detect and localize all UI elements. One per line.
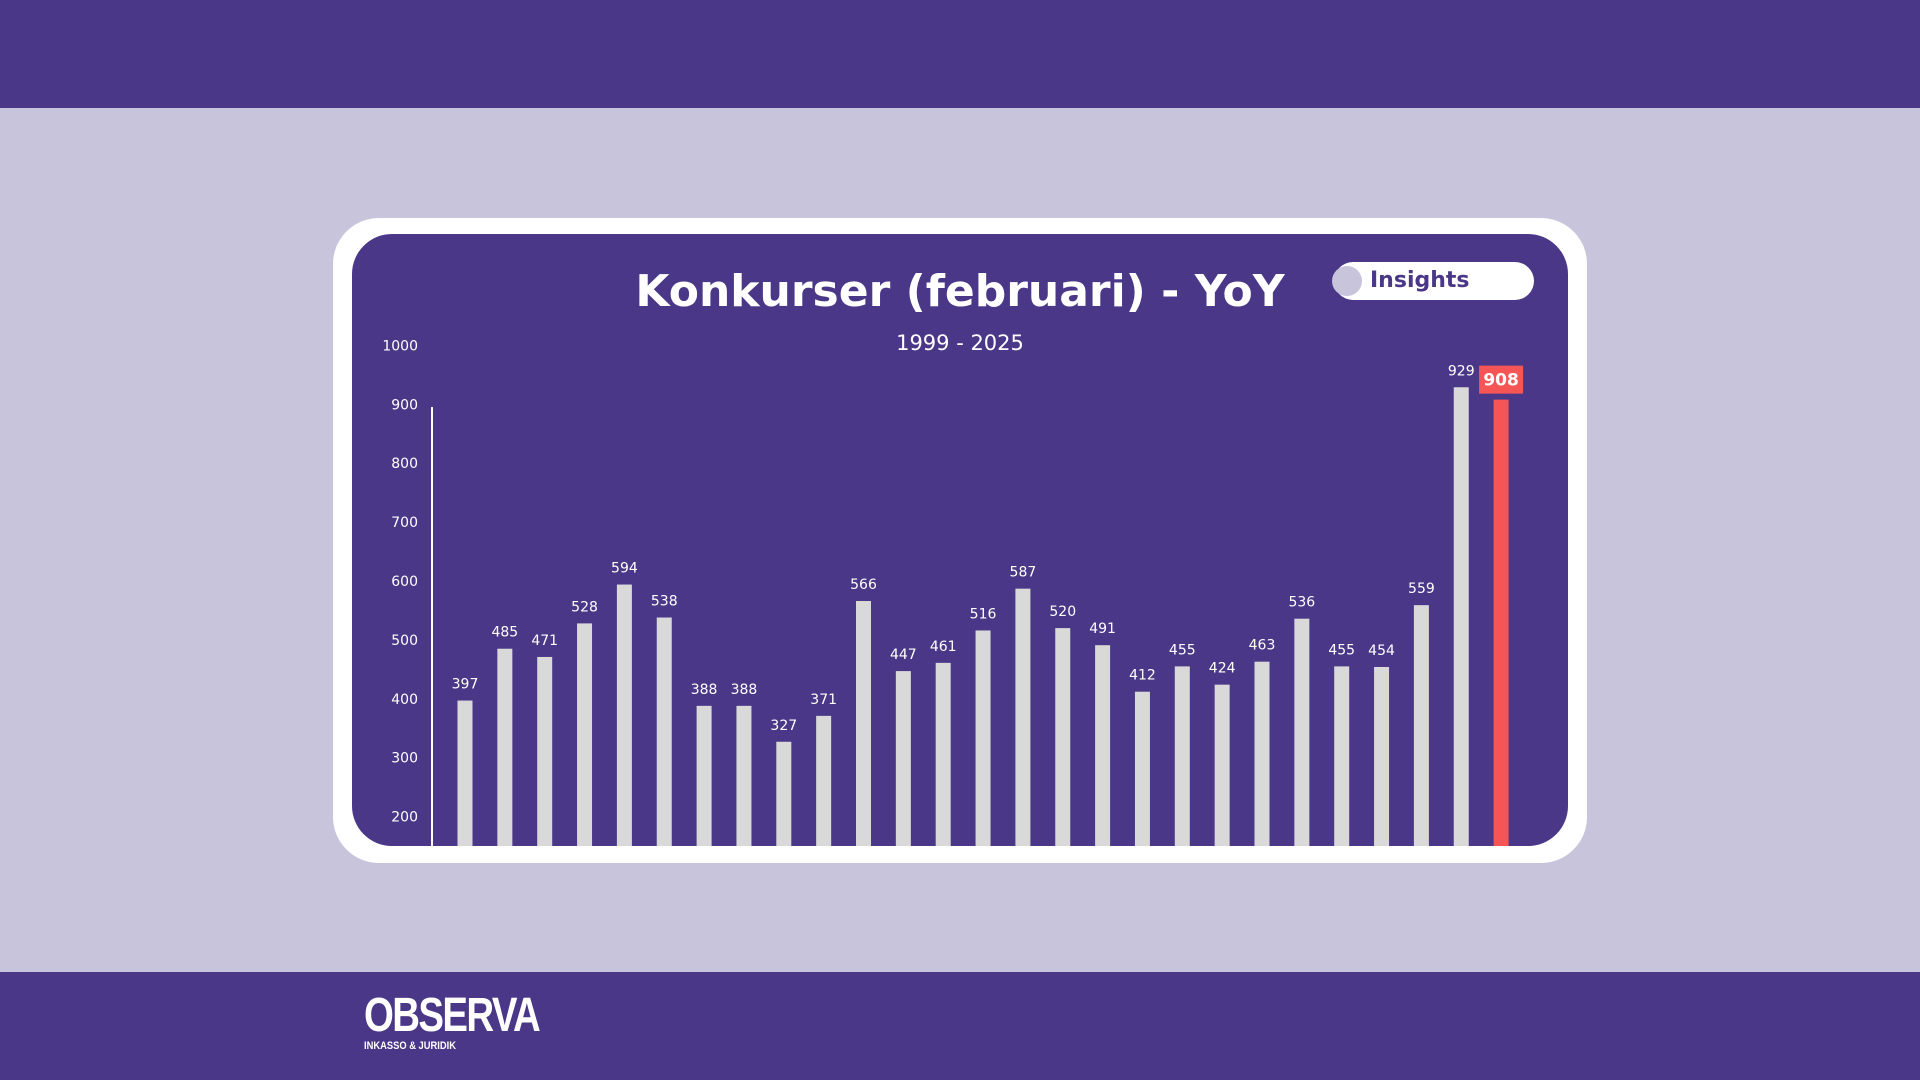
y-tick-label: 700 bbox=[391, 515, 418, 531]
top-banner bbox=[0, 0, 1920, 108]
bar-value-label: 454 bbox=[1368, 643, 1395, 659]
logo-name: OBSERVA bbox=[364, 989, 541, 1042]
bar bbox=[776, 741, 792, 846]
logo-tagline: INKASSO & JURIDIK bbox=[364, 1040, 456, 1052]
bar-value-label: 447 bbox=[890, 647, 917, 663]
bar bbox=[1413, 605, 1429, 846]
bar-chart: 200 300 400 500 600 700 800 900 1000 397 485 471 528… bbox=[382, 338, 1524, 846]
bar bbox=[1174, 666, 1190, 846]
bar bbox=[497, 648, 513, 846]
bar bbox=[537, 656, 553, 846]
chart-panel: 200 300 400 500 600 700 800 900 1000 397 485 471 528… bbox=[352, 234, 1568, 846]
bar bbox=[736, 705, 752, 846]
bar-value-label: 463 bbox=[1249, 638, 1276, 654]
y-tick-label: 400 bbox=[391, 692, 418, 708]
bar-value-label: 471 bbox=[531, 633, 558, 649]
bar bbox=[1015, 588, 1031, 846]
bar-value-label: 594 bbox=[611, 561, 638, 577]
y-tick-label: 300 bbox=[391, 751, 418, 767]
y-tick-label: 900 bbox=[391, 397, 418, 413]
y-tick-label: 600 bbox=[391, 574, 418, 590]
bar-value-label: 491 bbox=[1089, 621, 1116, 637]
bar-value-label: 929 bbox=[1448, 363, 1475, 379]
bar bbox=[975, 630, 991, 846]
bar-value-label: 412 bbox=[1129, 668, 1156, 684]
bar bbox=[1374, 666, 1390, 846]
bar bbox=[1214, 684, 1230, 846]
bar bbox=[1294, 618, 1310, 846]
bar bbox=[895, 671, 911, 846]
bar bbox=[1095, 645, 1111, 846]
bar bbox=[616, 584, 632, 846]
bar-value-label: 388 bbox=[691, 682, 718, 698]
bar-value-label: 327 bbox=[770, 718, 797, 734]
bar-value-label: 536 bbox=[1288, 595, 1315, 611]
bar-value-label: 538 bbox=[651, 594, 678, 610]
insights-toggle[interactable]: Insights bbox=[1332, 262, 1534, 300]
bar-value-label: 566 bbox=[850, 577, 877, 593]
bottom-banner bbox=[0, 972, 1920, 1080]
y-tick-label: 500 bbox=[391, 633, 418, 649]
bar bbox=[1334, 666, 1350, 846]
chart-title: Konkurser (februari) - YoY bbox=[635, 266, 1285, 317]
observa-logo: OBSERVA INKASSO & JURIDIK bbox=[364, 989, 583, 1053]
highlight-label-bg bbox=[1479, 365, 1524, 394]
bar-value-label: 559 bbox=[1408, 581, 1435, 597]
bar bbox=[577, 623, 593, 846]
bar bbox=[1453, 387, 1469, 846]
y-tick-label: 1000 bbox=[382, 338, 418, 354]
bar-value-label: 908 bbox=[1483, 371, 1519, 391]
bar-value-label: 397 bbox=[452, 677, 479, 693]
bar bbox=[1055, 628, 1071, 846]
bar bbox=[457, 700, 473, 846]
bar-value-label: 587 bbox=[1010, 565, 1037, 581]
bar bbox=[1493, 399, 1509, 846]
y-tick-label: 200 bbox=[391, 810, 418, 826]
bar bbox=[856, 601, 871, 846]
bar-value-label: 520 bbox=[1049, 604, 1076, 620]
toggle-knob-icon[interactable] bbox=[1332, 266, 1362, 296]
bar-value-label: 485 bbox=[491, 625, 518, 641]
bar-value-label: 388 bbox=[731, 682, 758, 698]
bar-value-label: 424 bbox=[1209, 661, 1236, 677]
bar bbox=[816, 715, 832, 846]
insights-toggle-label: Insights bbox=[1370, 268, 1470, 293]
bar-value-label: 455 bbox=[1169, 642, 1196, 658]
bar bbox=[656, 617, 672, 846]
bar-value-label: 455 bbox=[1328, 642, 1355, 658]
bar-value-label: 371 bbox=[810, 692, 837, 708]
chart-subtitle: 1999 - 2025 bbox=[896, 331, 1024, 355]
bar bbox=[696, 705, 712, 846]
bar bbox=[935, 662, 951, 846]
bar-value-label: 516 bbox=[970, 606, 997, 622]
bar-value-label: 461 bbox=[930, 639, 957, 655]
bar bbox=[1134, 691, 1150, 846]
y-tick-label: 800 bbox=[391, 456, 418, 472]
bar bbox=[1254, 661, 1270, 846]
bar-value-label: 528 bbox=[571, 599, 598, 615]
